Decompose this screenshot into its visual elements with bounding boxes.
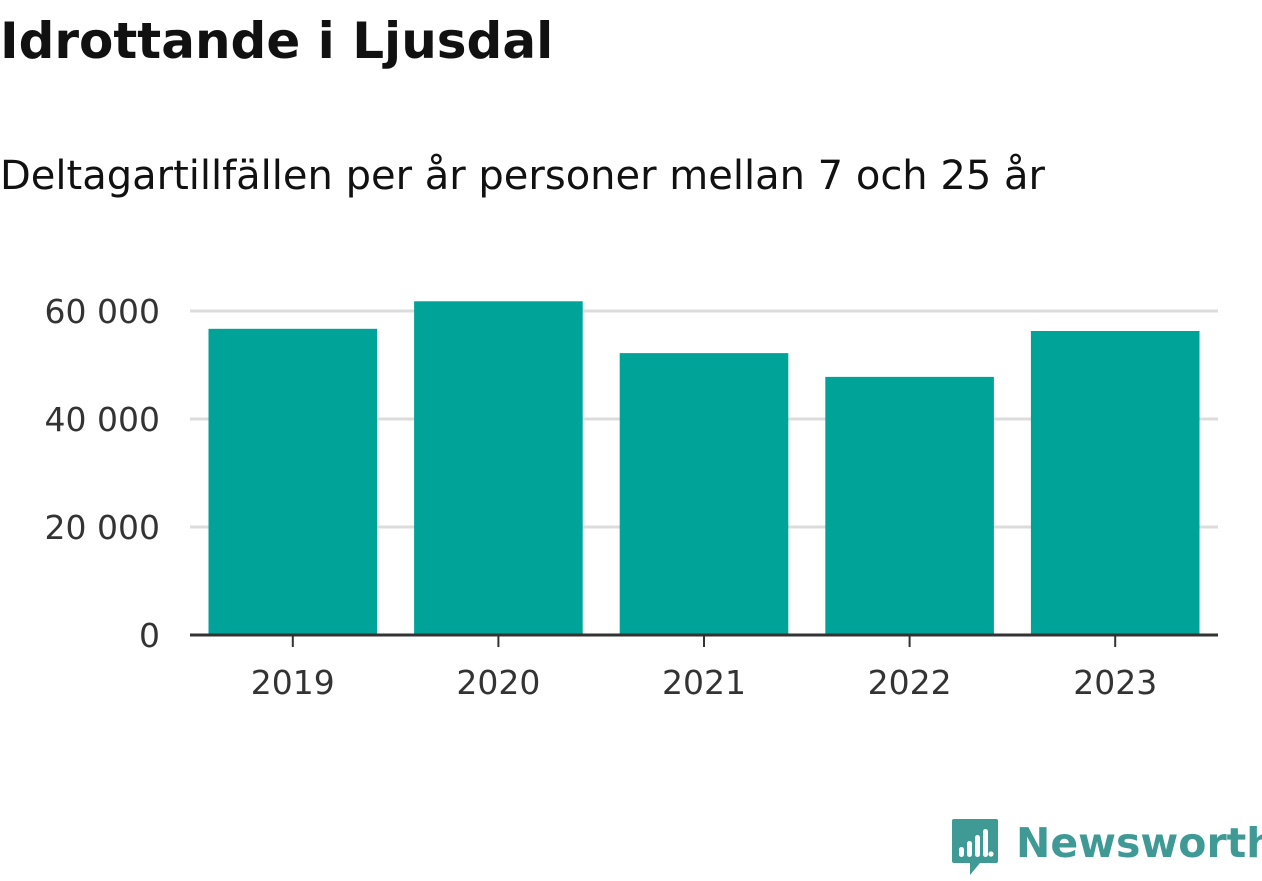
newsworthy-logo-text: Newsworthy xyxy=(1016,819,1262,867)
y-tick-label: 0 xyxy=(139,616,160,655)
newsworthy-logo-icon xyxy=(952,819,998,875)
x-tick-label: 2020 xyxy=(456,663,540,702)
x-tick-label: 2022 xyxy=(868,663,952,702)
bar-2021 xyxy=(619,353,789,635)
x-tick-label: 2019 xyxy=(251,663,335,702)
bars xyxy=(208,301,1200,635)
y-tick-labels: 0 20 000 40 000 60 000 xyxy=(45,292,160,655)
x-tick-label: 2021 xyxy=(662,663,746,702)
y-tick-label: 60 000 xyxy=(45,292,160,331)
y-tick-label: 20 000 xyxy=(45,508,160,547)
bar-2022 xyxy=(825,376,994,635)
chart-subtitle: Deltagartillfällen per år personer mella… xyxy=(0,153,1045,199)
x-axis xyxy=(190,633,1218,647)
bar-2019 xyxy=(208,328,378,635)
chart-title: Idrottande i Ljusdal xyxy=(0,12,554,70)
bar-2023 xyxy=(1030,330,1200,635)
y-tick-label: 40 000 xyxy=(45,400,160,439)
x-tick-label: 2023 xyxy=(1073,663,1157,702)
bar-2020 xyxy=(414,301,583,635)
x-tick-labels: 2019 2020 2021 2022 2023 xyxy=(251,663,1157,702)
newsworthy-logo: Newsworthy xyxy=(950,817,1262,881)
